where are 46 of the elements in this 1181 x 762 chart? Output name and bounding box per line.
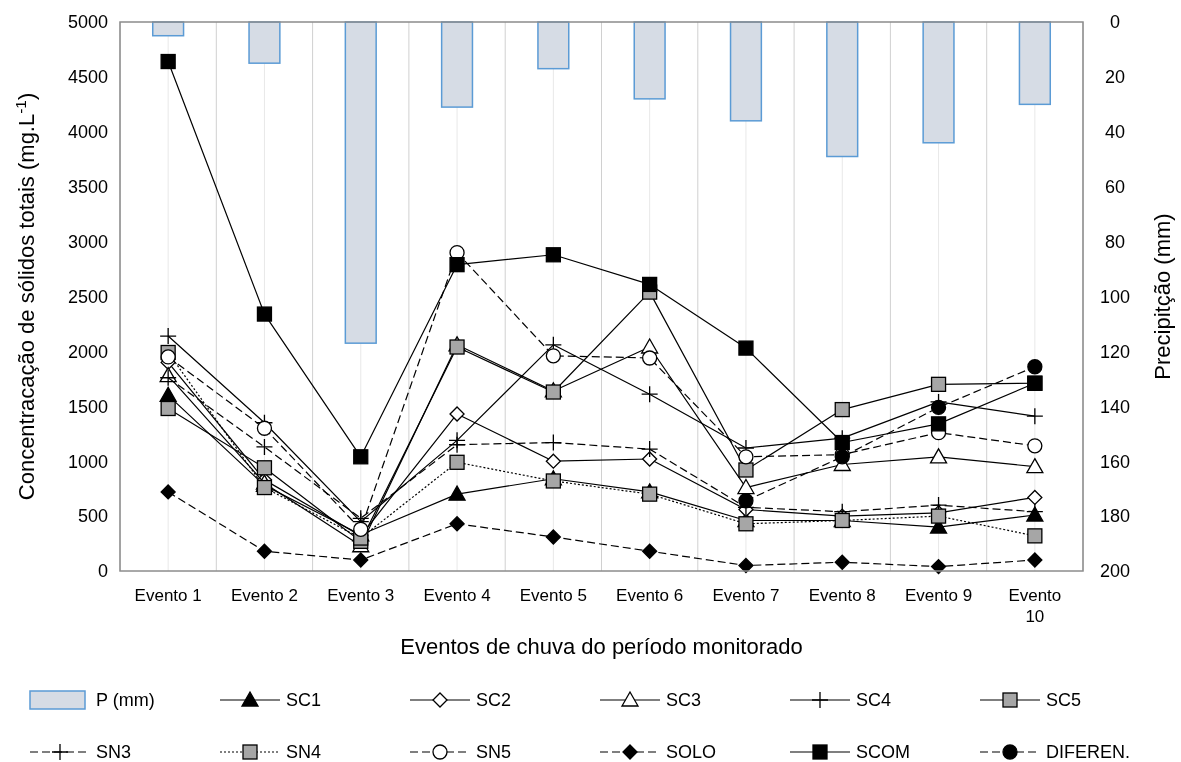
x-tick-label: Evento 7 xyxy=(712,586,780,605)
legend-label: SC3 xyxy=(666,690,702,711)
y2-tick-label: 60 xyxy=(1104,177,1126,197)
legend-label: SCOM xyxy=(856,742,910,762)
legend-label: SOLO xyxy=(666,742,717,762)
y-tick-label: 500 xyxy=(77,506,108,527)
y2-tick-label: 0 xyxy=(1109,12,1121,33)
y-tick-label: 1500 xyxy=(67,396,108,417)
y-tick-label: 0 xyxy=(97,561,108,582)
y-tick-label: 3000 xyxy=(67,231,108,252)
x-tick-label: Evento 1 xyxy=(134,586,202,605)
legend-label: SN3 xyxy=(96,742,132,762)
y-tick-label: 4000 xyxy=(67,122,108,143)
legend-label: SC5 xyxy=(1046,690,1082,711)
y2-tick-label: 80 xyxy=(1104,231,1126,252)
x-axis-title: Eventos de chuva do período monitorado xyxy=(400,634,803,659)
x-tick-label: Evento 10 xyxy=(1008,586,1062,626)
y2-tick-label: 140 xyxy=(1099,396,1131,417)
x-tick-label: Evento 9 xyxy=(905,586,973,605)
x-tick-label: Evento 4 xyxy=(423,586,491,605)
legend-label: DIFEREN. xyxy=(1046,742,1131,762)
y-tick-label: 5000 xyxy=(67,12,108,33)
y2-tick-label: 120 xyxy=(1099,341,1131,362)
y2-tick-label: 40 xyxy=(1104,122,1126,143)
x-tick-label: Evento 2 xyxy=(230,586,298,605)
legend-label: SC2 xyxy=(476,690,512,711)
y-tick-label: 3500 xyxy=(67,177,108,197)
y-tick-label: 1000 xyxy=(67,451,108,472)
legend-label: SC4 xyxy=(856,690,892,711)
x-tick-label: Evento 3 xyxy=(327,586,395,605)
y2-tick-label: 180 xyxy=(1099,506,1131,527)
x-tick-label: Evento 6 xyxy=(616,586,684,605)
y-tick-label: 4500 xyxy=(67,67,108,88)
x-tick-label: Evento 5 xyxy=(519,586,587,605)
legend-label: SC1 xyxy=(286,690,322,711)
legend-label: SN4 xyxy=(286,742,322,762)
y-tick-label: 2500 xyxy=(67,286,108,307)
y2-axis-title: Precipitção (mm) xyxy=(1150,213,1175,380)
x-tick-label: Evento 8 xyxy=(808,586,876,605)
legend-label: SN5 xyxy=(476,742,512,762)
y2-tick-label: 100 xyxy=(1099,286,1131,307)
y2-tick-label: 20 xyxy=(1104,67,1126,88)
legend-label: P (mm) xyxy=(96,690,155,711)
y2-tick-label: 200 xyxy=(1099,561,1131,582)
y-tick-label: 2000 xyxy=(67,341,108,362)
y2-tick-label: 160 xyxy=(1099,451,1131,472)
